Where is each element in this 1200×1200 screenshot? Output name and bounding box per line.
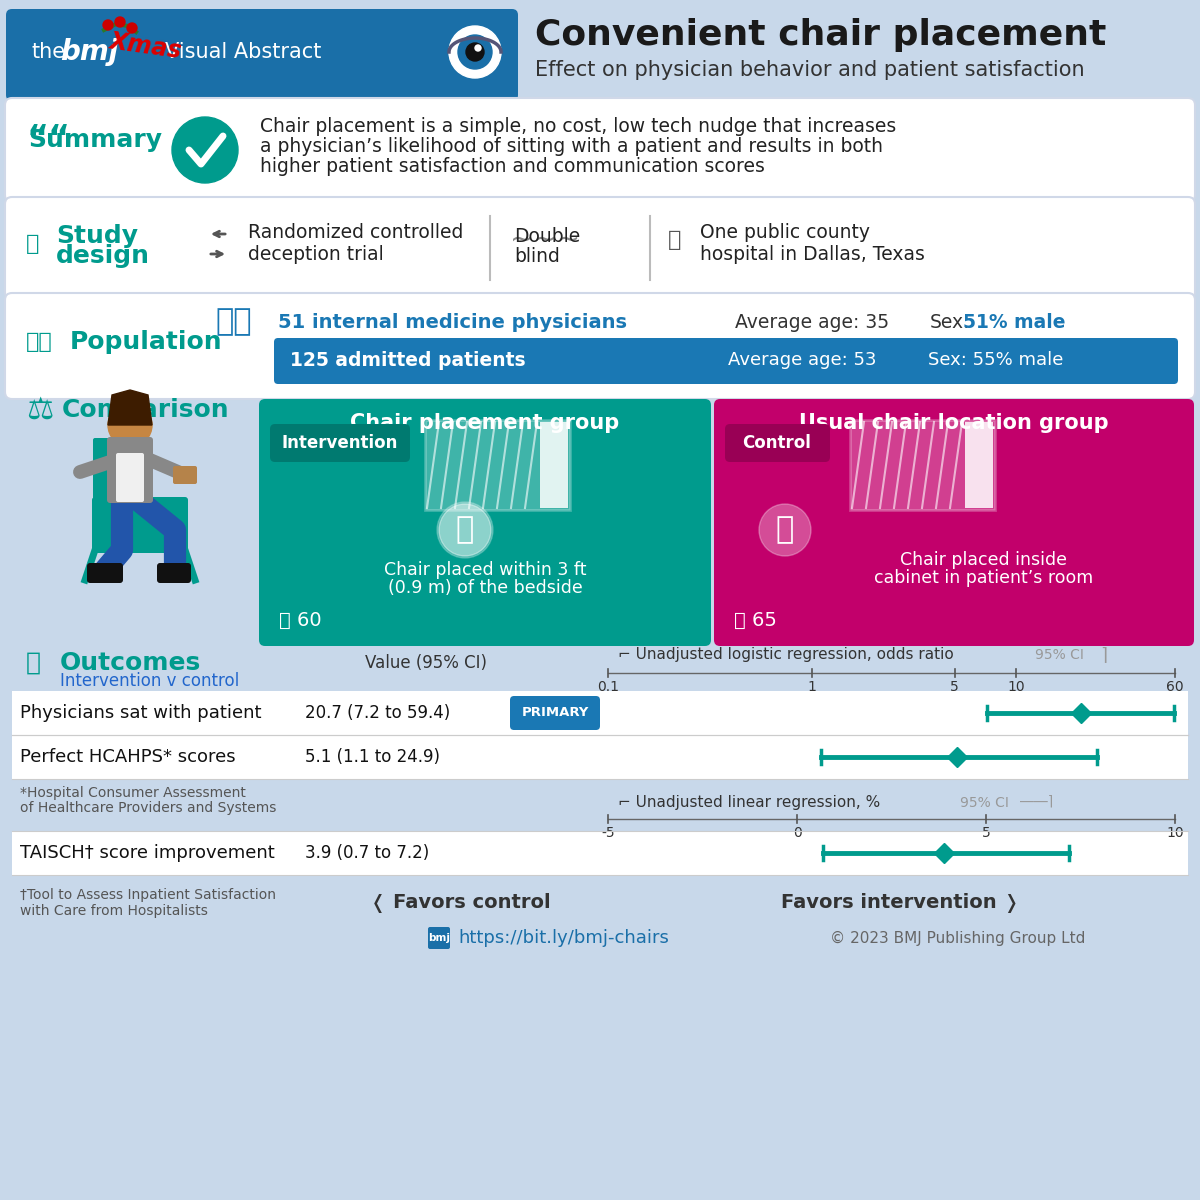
Text: Average age: 35: Average age: 35 bbox=[734, 312, 889, 331]
Text: TAISCH† score improvement: TAISCH† score improvement bbox=[20, 844, 275, 862]
Text: 60: 60 bbox=[1166, 680, 1184, 694]
Circle shape bbox=[760, 504, 811, 556]
Text: Value (95% CI): Value (95% CI) bbox=[365, 654, 487, 672]
Text: Comparison: Comparison bbox=[62, 398, 229, 422]
Text: 🪑: 🪑 bbox=[776, 516, 794, 545]
Text: design: design bbox=[56, 244, 150, 268]
Text: ⌐ Unadjusted logistic regression, odds ratio: ⌐ Unadjusted logistic regression, odds r… bbox=[618, 648, 954, 662]
FancyBboxPatch shape bbox=[12, 734, 1188, 779]
FancyBboxPatch shape bbox=[274, 338, 1178, 384]
Text: *Hospital Consumer Assessment: *Hospital Consumer Assessment bbox=[20, 786, 246, 800]
FancyBboxPatch shape bbox=[157, 563, 191, 583]
Text: †Tool to Assess Inpatient Satisfaction: †Tool to Assess Inpatient Satisfaction bbox=[20, 888, 276, 902]
Text: ““: ““ bbox=[26, 122, 70, 156]
Text: 95% CI: 95% CI bbox=[960, 796, 1009, 810]
FancyBboxPatch shape bbox=[94, 438, 109, 502]
Text: Sex:: Sex: bbox=[930, 312, 971, 331]
Text: the: the bbox=[32, 42, 66, 62]
Text: Physicians sat with patient: Physicians sat with patient bbox=[20, 704, 262, 722]
Text: 10: 10 bbox=[1007, 680, 1025, 694]
Text: 3.9 (0.7 to 7.2): 3.9 (0.7 to 7.2) bbox=[305, 844, 430, 862]
Polygon shape bbox=[108, 390, 152, 425]
Text: ⚖: ⚖ bbox=[26, 396, 53, 425]
Text: Favors intervention ❭: Favors intervention ❭ bbox=[781, 893, 1019, 913]
Text: Population: Population bbox=[70, 330, 223, 354]
Text: ❬ Favors control: ❬ Favors control bbox=[370, 893, 551, 913]
Text: 📋: 📋 bbox=[26, 234, 40, 254]
Circle shape bbox=[127, 23, 137, 32]
Text: 👤 60: 👤 60 bbox=[278, 611, 322, 630]
Text: Outcomes: Outcomes bbox=[60, 650, 202, 674]
Text: Chair placement is a simple, no cost, low tech nudge that increases: Chair placement is a simple, no cost, lo… bbox=[260, 118, 896, 137]
Text: 👥👥: 👥👥 bbox=[26, 332, 53, 352]
Circle shape bbox=[458, 35, 492, 68]
Circle shape bbox=[172, 116, 238, 182]
Text: Perfect HCAHPS* scores: Perfect HCAHPS* scores bbox=[20, 748, 235, 766]
Text: Sex: 55% male: Sex: 55% male bbox=[928, 350, 1063, 370]
Text: © 2023 BMJ Publishing Group Ltd: © 2023 BMJ Publishing Group Ltd bbox=[830, 930, 1085, 946]
FancyBboxPatch shape bbox=[107, 437, 154, 503]
Text: 0.1: 0.1 bbox=[598, 680, 619, 694]
FancyBboxPatch shape bbox=[6, 8, 518, 101]
Text: 5.1 (1.1 to 24.9): 5.1 (1.1 to 24.9) bbox=[305, 748, 440, 766]
Text: One public county: One public county bbox=[700, 222, 870, 241]
FancyBboxPatch shape bbox=[428, 926, 450, 949]
FancyBboxPatch shape bbox=[540, 422, 568, 508]
Text: 👤👤: 👤👤 bbox=[215, 307, 252, 336]
Circle shape bbox=[439, 504, 491, 556]
Circle shape bbox=[437, 502, 493, 558]
FancyBboxPatch shape bbox=[5, 197, 1195, 299]
Text: Chair placed within 3 ft: Chair placed within 3 ft bbox=[384, 560, 587, 578]
FancyBboxPatch shape bbox=[5, 293, 1195, 398]
Text: 20.7 (7.2 to 59.4): 20.7 (7.2 to 59.4) bbox=[305, 704, 450, 722]
FancyBboxPatch shape bbox=[714, 398, 1194, 646]
Text: 🪑: 🪑 bbox=[456, 516, 474, 545]
Text: Xmas: Xmas bbox=[108, 29, 184, 62]
Text: Double: Double bbox=[514, 228, 581, 246]
Circle shape bbox=[439, 504, 491, 556]
Text: 0: 0 bbox=[793, 826, 802, 840]
Text: Chair placed inside: Chair placed inside bbox=[900, 551, 1068, 569]
Text: (0.9 m) of the bedside: (0.9 m) of the bedside bbox=[388, 578, 582, 596]
FancyBboxPatch shape bbox=[88, 563, 124, 583]
Text: -5: -5 bbox=[601, 826, 614, 840]
Text: ⌐ Unadjusted linear regression, %: ⌐ Unadjusted linear regression, % bbox=[618, 796, 881, 810]
Text: 5: 5 bbox=[950, 680, 959, 694]
Text: bmj: bmj bbox=[60, 38, 119, 66]
Text: 51 internal medicine physicians: 51 internal medicine physicians bbox=[278, 312, 628, 331]
FancyBboxPatch shape bbox=[270, 424, 410, 462]
Text: https://bit.ly/bmj-chairs: https://bit.ly/bmj-chairs bbox=[458, 929, 668, 947]
Text: PRIMARY: PRIMARY bbox=[521, 707, 589, 720]
Text: 125 admitted patients: 125 admitted patients bbox=[290, 350, 526, 370]
Text: bmj: bmj bbox=[428, 934, 450, 943]
Text: 1: 1 bbox=[808, 680, 816, 694]
Text: Control: Control bbox=[743, 434, 811, 452]
Text: 5: 5 bbox=[982, 826, 990, 840]
Text: 10: 10 bbox=[1166, 826, 1184, 840]
Text: of Healthcare Providers and Systems: of Healthcare Providers and Systems bbox=[20, 802, 276, 815]
Text: Visual Abstract: Visual Abstract bbox=[166, 42, 322, 62]
Text: Convenient chair placement: Convenient chair placement bbox=[535, 18, 1106, 52]
Circle shape bbox=[475, 44, 481, 50]
Text: blind: blind bbox=[514, 247, 560, 266]
Text: Usual chair location group: Usual chair location group bbox=[799, 413, 1109, 433]
Text: Average age: 53: Average age: 53 bbox=[728, 350, 876, 370]
Text: ~~~: ~~~ bbox=[510, 226, 580, 254]
Text: Summary: Summary bbox=[28, 128, 162, 152]
FancyBboxPatch shape bbox=[12, 830, 1188, 875]
Text: cabinet in patient’s room: cabinet in patient’s room bbox=[875, 569, 1093, 587]
Text: ――⌉: ――⌉ bbox=[1020, 796, 1054, 810]
FancyBboxPatch shape bbox=[116, 452, 144, 502]
FancyBboxPatch shape bbox=[12, 691, 1188, 734]
Text: 51% male: 51% male bbox=[964, 312, 1066, 331]
Circle shape bbox=[103, 20, 113, 30]
Text: Chair placement group: Chair placement group bbox=[350, 413, 619, 433]
Circle shape bbox=[466, 43, 484, 61]
FancyBboxPatch shape bbox=[173, 466, 197, 484]
FancyBboxPatch shape bbox=[510, 696, 600, 730]
Text: Study: Study bbox=[56, 224, 138, 248]
Text: Randomized controlled: Randomized controlled bbox=[248, 222, 463, 241]
Text: 📍: 📍 bbox=[668, 230, 682, 250]
Text: Effect on physician behavior and patient satisfaction: Effect on physician behavior and patient… bbox=[535, 60, 1085, 80]
